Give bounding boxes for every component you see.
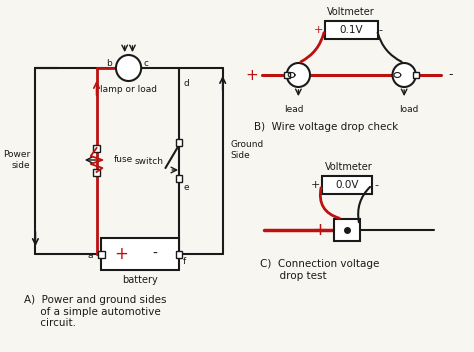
Text: -: - [152,247,157,261]
Circle shape [116,55,141,81]
Bar [176,175,182,182]
Text: lamp or load: lamp or load [100,86,157,94]
Text: 0.1V: 0.1V [339,25,363,35]
Text: a: a [87,251,93,259]
Text: +: + [114,245,128,263]
Text: load: load [399,105,419,113]
Bar [284,72,290,78]
Text: battery: battery [122,275,158,285]
Bar [98,251,105,258]
Bar [325,21,378,39]
Text: e: e [184,183,190,193]
Text: C)  Connection voltage
      drop test: C) Connection voltage drop test [260,259,379,281]
Text: b: b [106,58,112,68]
Text: +: + [311,180,320,190]
Text: Ground
Side: Ground Side [230,140,264,160]
Bar [176,138,182,145]
Bar [413,72,419,78]
Bar [101,238,179,270]
Text: d: d [184,78,190,88]
Text: -: - [379,224,383,237]
Text: -: - [374,180,378,190]
Text: B)  Wire voltage drop check: B) Wire voltage drop check [254,122,398,132]
Bar [322,176,372,194]
Text: -: - [379,25,383,35]
Text: lead: lead [284,105,303,113]
Circle shape [392,63,416,87]
Text: switch: switch [135,157,164,166]
Text: -: - [448,69,453,82]
Bar [93,169,100,176]
Text: f: f [183,257,186,265]
Bar [93,145,100,151]
Text: +: + [312,221,327,239]
Text: Voltmeter: Voltmeter [325,162,373,172]
Bar [334,219,359,241]
Text: Power
side: Power side [3,150,30,170]
Text: A)  Power and ground sides
     of a simple automotive
     circuit.: A) Power and ground sides of a simple au… [24,295,166,328]
Text: c: c [144,58,148,68]
Text: +: + [314,25,323,35]
Bar [176,251,182,258]
Text: Voltmeter: Voltmeter [327,7,374,17]
Circle shape [287,63,310,87]
Text: fuse: fuse [114,156,133,164]
Text: +: + [246,68,258,82]
Text: 0.0V: 0.0V [335,180,359,190]
